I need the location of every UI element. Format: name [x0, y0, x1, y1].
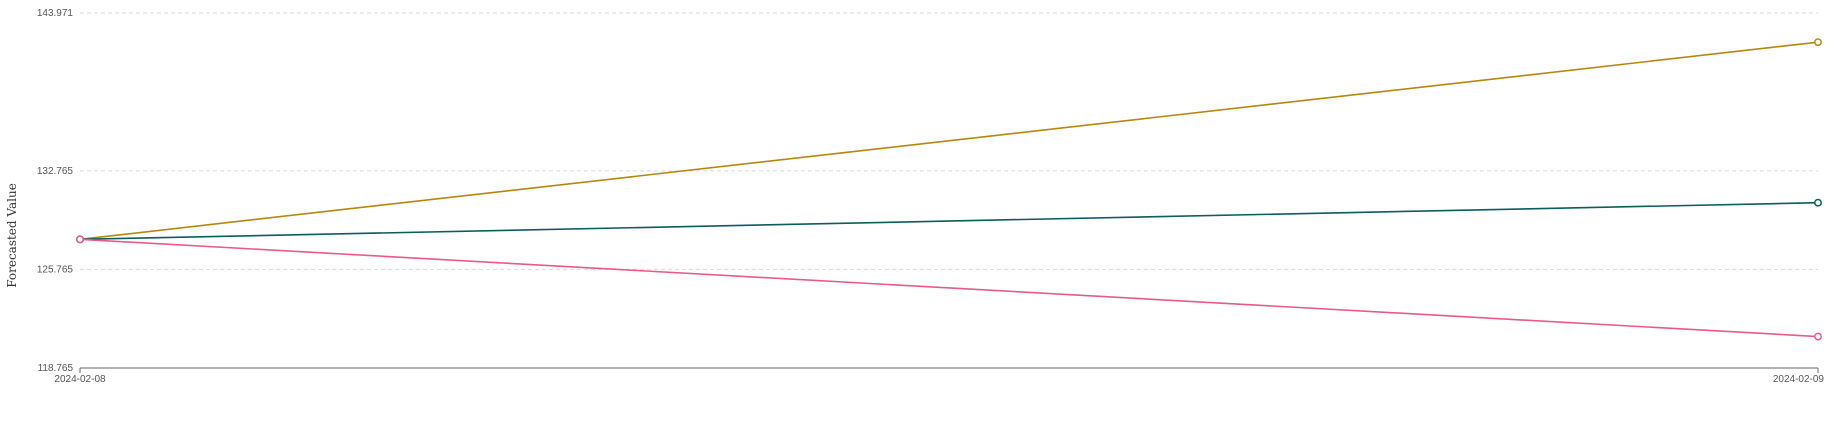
series-line-1 — [79, 201, 1819, 241]
x-tick-labels: 2024-02-08 2024-02-09 — [54, 368, 1824, 385]
y-tick-label: 125.765 — [37, 264, 74, 275]
x-tick-label: 2024-02-09 — [1773, 374, 1825, 385]
y-tick-label: 132.765 — [37, 166, 74, 177]
y-tick-labels: 143.971 132.765 125.765 118.765 — [37, 8, 74, 374]
data-point[interactable] — [1814, 198, 1822, 207]
series-group — [76, 38, 1822, 341]
gridlines — [80, 12, 1818, 270]
x-tick-label: 2024-02-08 — [54, 374, 106, 385]
y-tick-label: 118.765 — [38, 363, 74, 374]
y-tick-label: 143.971 — [37, 8, 74, 19]
data-point[interactable] — [1814, 332, 1822, 341]
series-line-2 — [79, 238, 1819, 338]
series-line-0 — [79, 41, 1819, 241]
y-axis-title: Forecasted Value — [5, 183, 19, 288]
data-point[interactable] — [76, 235, 84, 244]
data-point[interactable] — [1814, 38, 1822, 47]
